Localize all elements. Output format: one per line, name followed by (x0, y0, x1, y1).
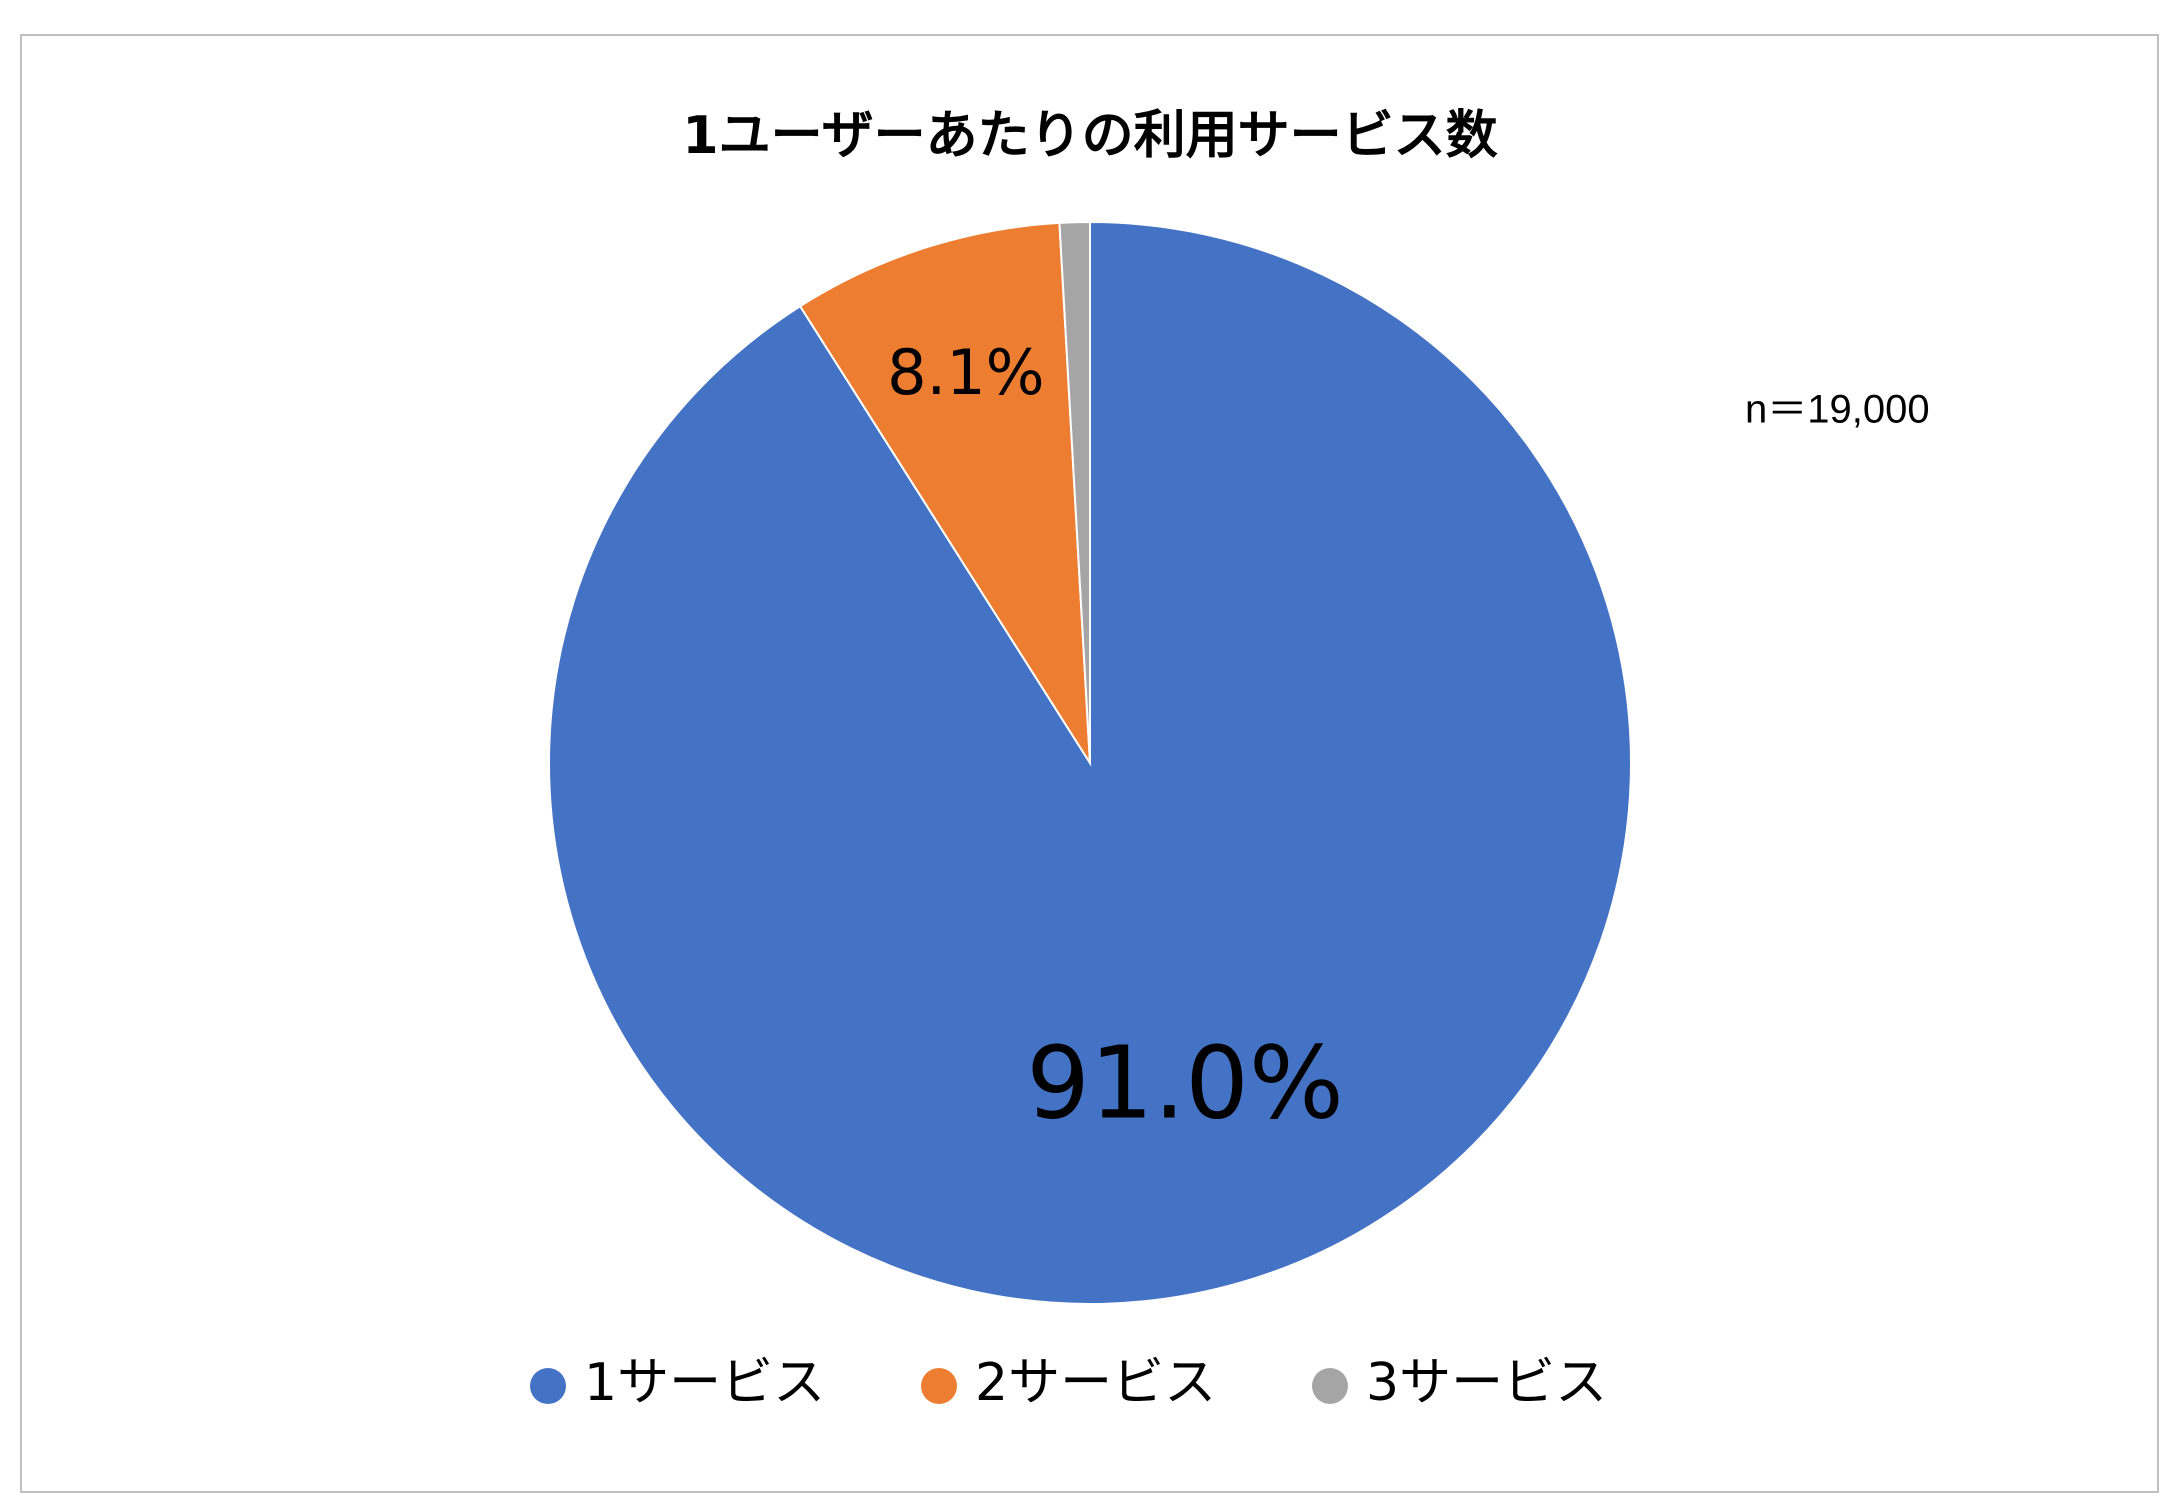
legend-marker (1312, 1368, 1348, 1404)
legend-label: 2サービス (975, 1353, 1216, 1413)
legend-label: 1サービス (584, 1353, 825, 1413)
pie-slice (1058, 220, 1091, 764)
chart-title: 1ユーザーあたりの利用サービス数 (682, 106, 1497, 166)
data-label: 91.0% (1026, 1025, 1344, 1142)
legend-marker (921, 1368, 957, 1404)
legend-marker (530, 1368, 566, 1404)
pie-slice (798, 221, 1092, 767)
annotation: n＝19,000 (1745, 388, 1930, 432)
data-label: 8.1% (887, 336, 1045, 409)
legend-label: 3サービス (1366, 1353, 1607, 1413)
